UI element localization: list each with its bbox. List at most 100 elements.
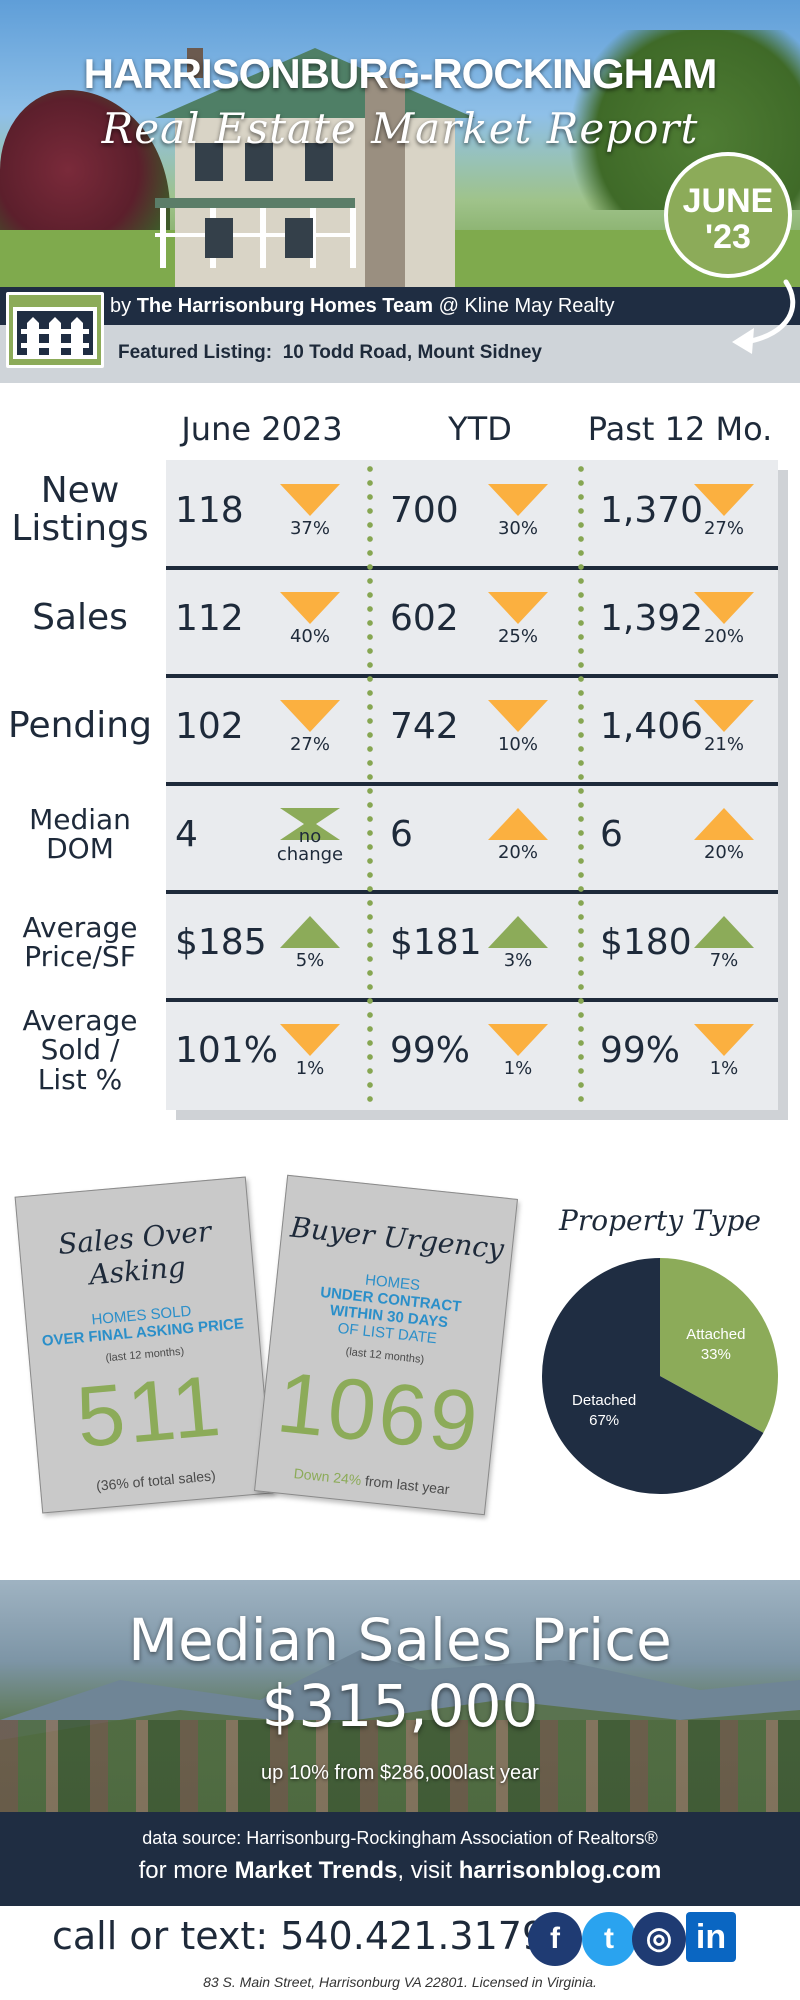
stat-change: 1%: [295, 1058, 325, 1079]
down-arrow-icon: [694, 1024, 754, 1056]
median-price-banner: [0, 1580, 800, 1812]
stat-value: 99%: [600, 1030, 681, 1071]
card-title: Sales Over Asking: [56, 1214, 213, 1292]
card-footnote: (36% of total sales): [95, 1467, 217, 1494]
row-divider: [166, 674, 778, 678]
stat-change: 27%: [703, 518, 744, 539]
byline-bar: by The Harrisonburg Homes Team @ Kline M…: [0, 287, 800, 325]
website-link[interactable]: harrisonblog.com: [458, 1857, 662, 1884]
stat-change: 10%: [497, 734, 538, 755]
median-price-change: up 10% from $286,000last year: [261, 1762, 539, 1784]
instagram-icon[interactable]: ◎: [632, 1912, 686, 1966]
team-logo-icon: [6, 292, 104, 368]
byline-prefix: by: [110, 295, 137, 317]
stat-value: 99%: [390, 1030, 471, 1071]
pie-slice-detached: [542, 1258, 764, 1494]
call-phone[interactable]: call or text: 540.421.3179: [52, 1914, 547, 1958]
featured-label: Featured Listing:: [118, 342, 273, 363]
up-arrow-icon: [694, 808, 754, 840]
stat-change: 1%: [709, 1058, 739, 1079]
row-label-line: Listings: [11, 507, 149, 549]
card-number: 1069: [272, 1354, 486, 1471]
row-label: Median DOM: [0, 804, 160, 865]
median-price-title: Median Sales Price: [128, 1606, 672, 1674]
stat-value: 6: [390, 814, 413, 855]
stat-change: 27%: [289, 734, 330, 755]
pie-slice-attached: [660, 1258, 778, 1433]
stat-change: 5%: [295, 950, 325, 971]
row-label-line: Average: [22, 910, 138, 944]
card-number: 511: [72, 1357, 227, 1466]
stat-change: 1%: [503, 1058, 533, 1079]
stat-value: 700: [390, 490, 459, 531]
row-label: New Listings: [0, 472, 160, 548]
property-type-pie: Attached 33% Detached 67%: [542, 1258, 778, 1494]
hero-house-image: [155, 48, 475, 287]
down-arrow-icon: [694, 484, 754, 516]
down-arrow-icon: [694, 592, 754, 624]
card-buyer-urgency: Buyer Urgency HOMES UNDER CONTRACT WITHI…: [254, 1174, 518, 1516]
team-name: The Harrisonburg Homes Team: [136, 295, 434, 317]
pie-value-label: 33%: [701, 1346, 731, 1363]
up-arrow-icon: [488, 808, 548, 840]
data-source: data source: Harrisonburg-Rockingham Ass…: [142, 1828, 658, 1848]
pie-label: Attached: [686, 1326, 745, 1343]
month-badge: JUNE '23: [664, 152, 792, 278]
down-arrow-icon: [488, 1024, 548, 1056]
row-divider: [166, 998, 778, 1002]
stat-change: 20%: [703, 626, 744, 647]
column-divider: [367, 462, 373, 1110]
median-price-value: $315,000: [261, 1672, 539, 1740]
curved-arrow-icon: [732, 279, 796, 354]
row-label-line: Average: [22, 1003, 138, 1037]
card-sales-over-asking: Sales Over Asking HOMES SOLD OVER FINAL …: [14, 1176, 274, 1514]
up-arrow-icon: [280, 916, 340, 948]
stat-value: 1,406: [600, 706, 704, 747]
stat-change: 20%: [703, 842, 744, 863]
down-arrow-icon: [488, 700, 548, 732]
down-arrow-icon: [280, 484, 340, 516]
trends-prefix: for more: [138, 1857, 235, 1884]
up-arrow-icon: [488, 916, 548, 948]
row-label: Average Sold / List %: [0, 1003, 160, 1094]
col-header-12mo: Past 12 Mo.: [587, 410, 773, 448]
stat-value: 4: [175, 814, 198, 855]
stat-change: 20%: [497, 842, 538, 863]
row-divider: [166, 782, 778, 786]
trends-line: for more Market Trends, visit harrisonbl…: [0, 1857, 800, 1885]
card-change-rest: from last year: [360, 1472, 451, 1498]
row-label: Average Price/SF: [0, 910, 160, 973]
featured-address[interactable]: 10 Todd Road, Mount Sidney: [282, 342, 542, 363]
stat-value: 1,370: [600, 490, 704, 531]
stat-value: $185: [175, 922, 267, 963]
town-image: [0, 1720, 800, 1812]
facebook-icon[interactable]: f: [528, 1912, 582, 1966]
down-arrow-icon: [694, 700, 754, 732]
row-label-line: DOM: [46, 831, 114, 865]
row-label: Pending: [0, 707, 160, 745]
stat-change: 25%: [497, 626, 538, 647]
stat-value: 112: [175, 598, 244, 639]
linkedin-icon[interactable]: in: [686, 1912, 736, 1962]
row-divider: [166, 566, 778, 570]
source-bar: data source: Harrisonburg-Rockingham Ass…: [0, 1812, 800, 1906]
stat-change: no change: [276, 826, 344, 865]
row-divider: [166, 890, 778, 894]
row-label: Sales: [0, 599, 160, 637]
twitter-icon[interactable]: t: [582, 1912, 636, 1966]
card-title: Buyer Urgency: [288, 1210, 506, 1266]
stat-change: 3%: [503, 950, 533, 971]
stat-change: 40%: [289, 626, 330, 647]
pie-label: Detached: [572, 1392, 636, 1409]
card-change: Down 24%: [293, 1465, 363, 1489]
up-arrow-icon: [694, 916, 754, 948]
hero-banner: [0, 0, 800, 287]
badge-year: '23: [705, 218, 751, 256]
trends-mid: , visit: [397, 1857, 459, 1884]
stat-change: 7%: [709, 950, 739, 971]
down-arrow-icon: [488, 592, 548, 624]
stat-value: $180: [600, 922, 692, 963]
row-label-line: Price/SF: [24, 939, 136, 973]
pie-title: Property Type: [559, 1204, 761, 1237]
report-title: HARRISONBURG-ROCKINGHAM: [83, 50, 718, 97]
